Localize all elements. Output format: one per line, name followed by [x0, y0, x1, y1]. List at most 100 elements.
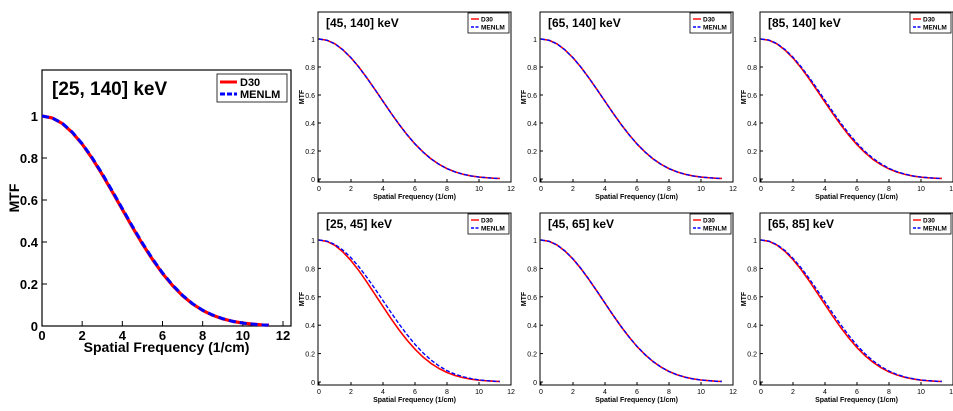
series-line-menlm [540, 38, 722, 180]
series-line-d30 [540, 38, 722, 180]
y-tick-label: 0.4 [527, 121, 537, 128]
y-tick-label: 1 [311, 238, 315, 245]
series-line-menlm [318, 239, 500, 383]
x-axis-label: Spatial Frequency (1/cm) [815, 194, 898, 201]
series-line-d30 [760, 239, 942, 383]
x-tick-label: 4 [381, 186, 385, 193]
y-tick-label: 0.8 [20, 151, 38, 166]
x-tick-label: 0 [759, 389, 763, 396]
x-tick-label: 0 [38, 328, 45, 343]
x-tick-label: 2 [791, 186, 795, 193]
y-tick-label: 0.6 [527, 93, 537, 100]
panel-title: [45, 65] keV [548, 217, 614, 231]
panel-title: [45, 140] keV [326, 16, 399, 30]
x-tick-label: 12 [729, 389, 737, 396]
x-tick-label: 0 [317, 186, 321, 193]
x-tick-label: 0 [539, 389, 543, 396]
y-tick-label: 0.4 [747, 121, 757, 128]
x-axis-label: Spatial Frequency (1/cm) [373, 397, 456, 404]
x-tick-label: 0 [317, 389, 321, 396]
x-tick-label: 4 [823, 186, 827, 193]
x-tick-label: 12 [729, 186, 737, 193]
y-axis-label: MTF [741, 89, 748, 104]
x-tick-label: 0 [759, 186, 763, 193]
legend-box [689, 213, 732, 235]
y-tick-label: 0 [533, 380, 537, 387]
x-tick-label: 2 [79, 328, 86, 343]
x-tick-label: 2 [571, 186, 575, 193]
x-tick-label: 6 [159, 328, 166, 343]
x-tick-label: 8 [667, 186, 671, 193]
y-axis-label: MTF [521, 89, 528, 104]
legend-label-d30: D30 [703, 17, 715, 24]
y-tick-label: 0.4 [20, 235, 39, 250]
y-axis-label: MTF [299, 291, 306, 306]
legend-label-menlm: MENLM [481, 226, 505, 233]
series-line-d30 [318, 239, 500, 383]
y-tick-label: 0.6 [747, 93, 757, 100]
legend-label-menlm: MENLM [240, 89, 280, 101]
y-tick-label: 0 [753, 177, 757, 184]
x-tick-label: 10 [475, 389, 483, 396]
y-tick-label: 0.8 [305, 65, 315, 72]
y-tick-label: 0.4 [527, 323, 537, 330]
panel-title: [65, 140] keV [548, 16, 621, 30]
y-tick-label: 0.2 [305, 149, 315, 156]
x-tick-label: 4 [119, 328, 127, 343]
y-tick-label: 0 [311, 177, 315, 184]
y-tick-label: 0.2 [527, 352, 537, 359]
y-tick-label: 0.4 [305, 121, 315, 128]
legend-box [467, 213, 510, 235]
x-axis-label: Spatial Frequency (1/cm) [815, 397, 898, 404]
x-tick-label: 2 [349, 186, 353, 193]
y-tick-label: 0.2 [527, 149, 537, 156]
legend-label-d30: D30 [481, 17, 493, 24]
x-tick-label: 12 [507, 389, 515, 396]
x-tick-label: 4 [823, 389, 827, 396]
x-tick-label: 6 [635, 389, 639, 396]
y-tick-label: 0.8 [527, 266, 537, 273]
legend-label-menlm: MENLM [481, 25, 505, 32]
panel-title: [85, 140] keV [768, 16, 841, 30]
y-tick-label: 1 [753, 238, 757, 245]
series-line-menlm [760, 239, 942, 383]
x-tick-label: 10 [697, 389, 705, 396]
legend-label-d30: D30 [240, 77, 260, 89]
x-tick-label: 4 [603, 186, 607, 193]
legend-box [909, 12, 952, 34]
x-tick-label: 8 [445, 186, 449, 193]
axes-frame [41, 69, 292, 327]
y-tick-label: 0.8 [747, 65, 757, 72]
x-tick-label: 6 [855, 389, 859, 396]
series-line-d30 [540, 239, 722, 383]
y-tick-label: 0.6 [747, 295, 757, 302]
axes-frame [539, 11, 734, 183]
x-tick-label: 12 [507, 186, 515, 193]
legend-label-d30: D30 [923, 218, 935, 225]
y-tick-label: 1 [533, 37, 537, 44]
legend-label-menlm: MENLM [703, 25, 727, 32]
legend-label-d30: D30 [481, 218, 493, 225]
axes-frame [539, 212, 734, 386]
legend-box [216, 73, 288, 103]
chart-panel-6: [65, 85] keV00.20.40.60.81024681012Spati… [741, 212, 953, 404]
y-tick-label: 0.2 [747, 352, 757, 359]
y-tick-label: 1 [753, 37, 757, 44]
panel-title: [25, 45] keV [326, 217, 392, 231]
series-line-d30 [318, 38, 500, 180]
x-tick-label: 8 [887, 389, 891, 396]
x-tick-label: 8 [667, 389, 671, 396]
x-tick-label: 6 [635, 186, 639, 193]
y-tick-label: 1 [533, 238, 537, 245]
axes-frame [759, 11, 953, 183]
legend-box [467, 12, 510, 34]
y-tick-label: 1 [31, 109, 38, 124]
